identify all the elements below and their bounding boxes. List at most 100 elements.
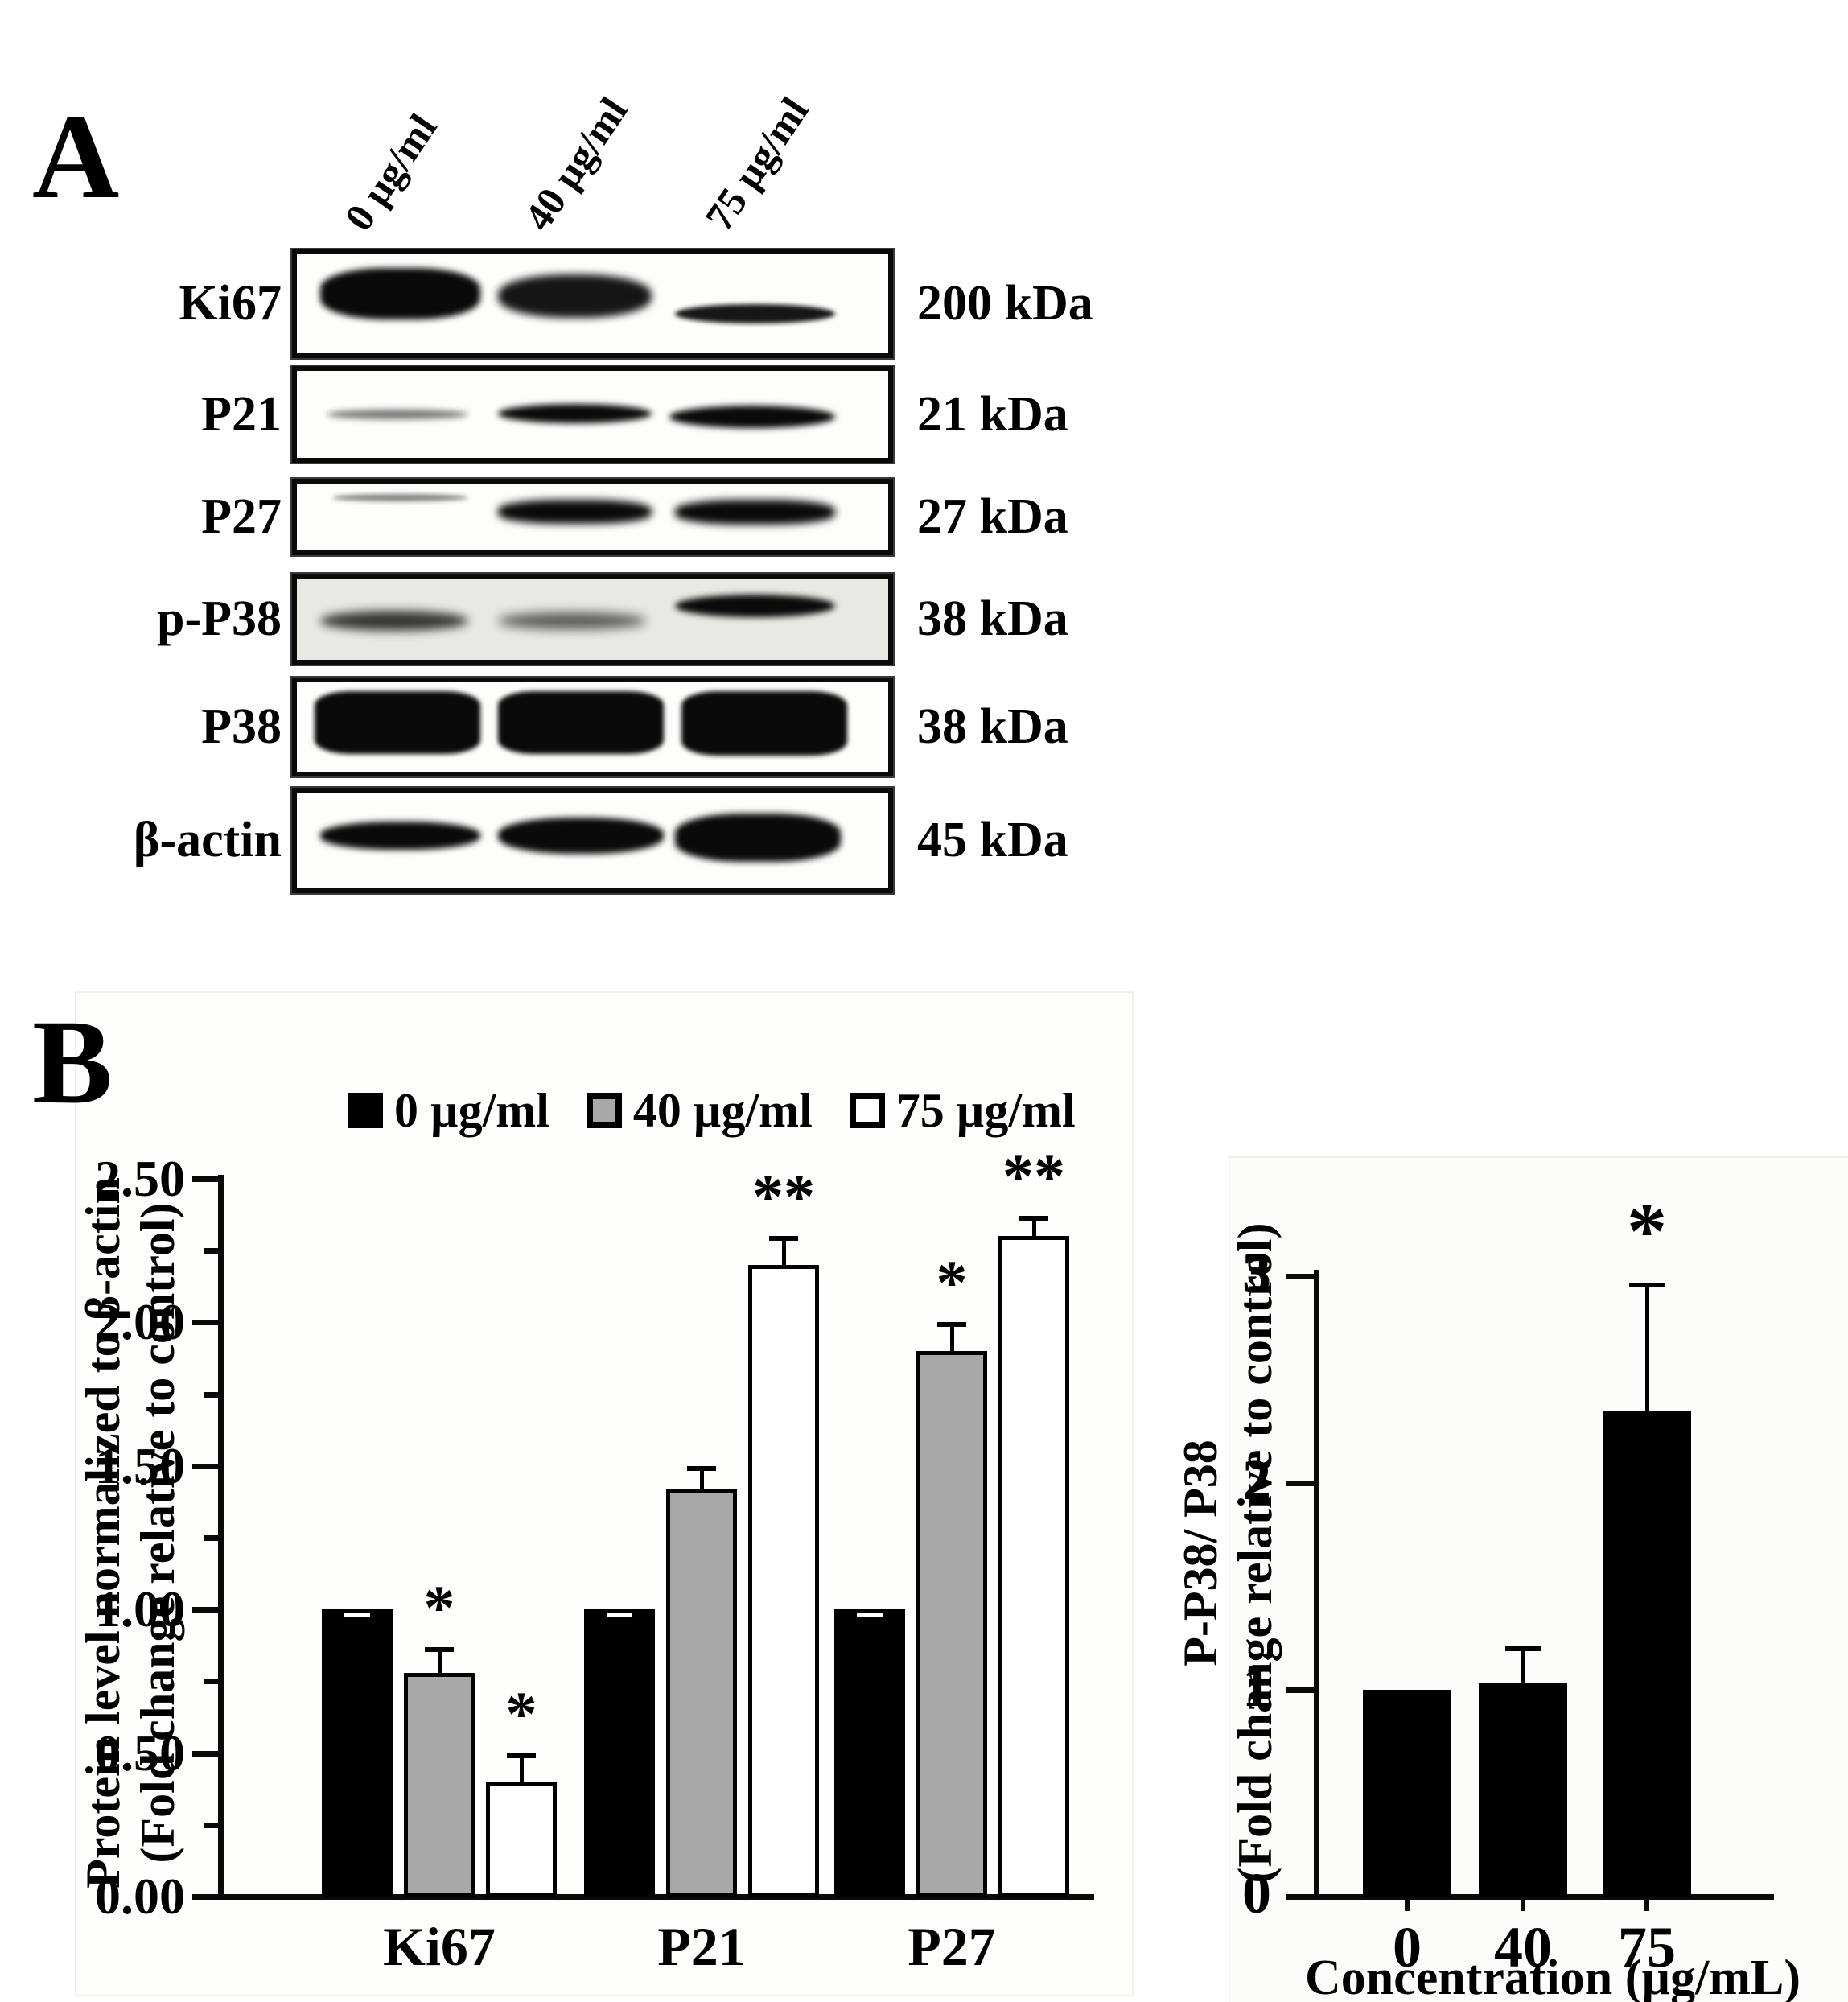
left-chart-minor-tick — [204, 1822, 218, 1828]
blot-band-lane-0 — [315, 691, 480, 754]
left-chart-major-tick — [192, 1176, 218, 1182]
error-bar-cap — [1019, 1216, 1048, 1221]
legend-swatch-icon — [586, 1093, 622, 1128]
left-chart-major-tick — [192, 1463, 218, 1469]
legend-swatch-icon — [849, 1093, 885, 1128]
bar-P21-0 µg/ml — [584, 1609, 655, 1897]
left-chart-ytick-label: 2.00 — [95, 1293, 185, 1351]
right-chart-y-axis — [1314, 1270, 1319, 1899]
left-chart-category-label: P21 — [657, 1916, 746, 1977]
blot-band-lane-2 — [675, 499, 835, 525]
blot-band-lane-0 — [320, 611, 469, 631]
bar-Ki67-75 µg/ml — [486, 1782, 557, 1897]
right-chart-major-tick — [1286, 1687, 1314, 1693]
left-chart-minor-tick — [204, 1248, 218, 1254]
error-bar-cap — [344, 1613, 370, 1618]
left-chart-category-label: P27 — [908, 1916, 996, 1977]
molecular-weight-label: 27 kDa — [917, 489, 1068, 544]
right-chart-xtick-label: 0 — [1393, 1915, 1422, 1979]
bar-P27-0 µg/ml — [834, 1609, 905, 1897]
blot-band-lane-2 — [669, 406, 835, 429]
blot-band-lane-0 — [332, 494, 469, 502]
blot-box-row-2 — [292, 479, 893, 555]
blot-box-row-3 — [292, 574, 893, 665]
significance-label: ** — [1002, 1141, 1065, 1212]
left-chart-x-axis — [218, 1894, 1094, 1900]
blot-band-lane-1 — [497, 817, 664, 855]
left-chart-ytick-label: 2.50 — [95, 1150, 185, 1207]
legend-item-0: 0 µg/ml — [348, 1083, 549, 1139]
bar-dose-0 — [1363, 1690, 1451, 1897]
left-chart-ytick-label: 1.50 — [95, 1436, 185, 1494]
error-bar-cap — [1629, 1282, 1665, 1287]
error-bar-cap — [769, 1236, 798, 1242]
protein-label: p-P38 — [157, 591, 282, 646]
lane-label-0: 0 µg/ml — [335, 105, 446, 239]
bar-P21-75 µg/ml — [748, 1265, 819, 1897]
blot-box-row-4 — [292, 678, 893, 776]
protein-label: P21 — [201, 387, 282, 442]
error-bar-cap — [425, 1646, 454, 1652]
left-chart-y-axis-title-line1: Protein level normalized to β-actin — [76, 1177, 130, 1889]
error-bar-line — [1644, 1282, 1649, 1411]
left-chart-y-axis-title-line2: (Fold change relative to control) — [131, 1202, 184, 1864]
bar-P27-75 µg/ml — [998, 1236, 1069, 1897]
blot-band-lane-0 — [320, 268, 480, 320]
right-chart-ytick-label: 2 — [1242, 1448, 1271, 1512]
left-chart-minor-tick — [204, 1679, 218, 1685]
significance-label: * — [423, 1572, 455, 1642]
left-chart-ytick-label: 1.00 — [95, 1580, 185, 1638]
molecular-weight-label: 38 kDa — [917, 699, 1068, 754]
bar-dose-75 — [1603, 1411, 1691, 1897]
error-bar-line — [1521, 1646, 1525, 1684]
right-chart-ytick-label: 1 — [1242, 1654, 1271, 1719]
legend-item-1: 40 µg/ml — [586, 1083, 813, 1139]
right-chart-xtick — [1405, 1897, 1410, 1911]
legend-label: 75 µg/ml — [895, 1083, 1076, 1137]
panel-b-label: B — [32, 995, 113, 1129]
blot-box-row-0 — [292, 249, 893, 358]
blot-band-lane-1 — [497, 612, 646, 629]
molecular-weight-label: 21 kDa — [917, 387, 1068, 442]
error-bar-cap — [607, 1613, 632, 1618]
blot-band-lane-1 — [497, 691, 664, 754]
blot-band-lane-2 — [675, 595, 835, 618]
dose-legend: 0 µg/ml 40 µg/ml 75 µg/ml — [348, 1080, 1076, 1141]
error-bar-line — [519, 1753, 524, 1782]
error-bar-line — [437, 1646, 442, 1673]
right-chart-xtick-label: 75 — [1618, 1915, 1676, 1979]
blot-band-lane-0 — [326, 409, 469, 420]
protein-label: β-actin — [133, 813, 282, 867]
significance-label: ** — [752, 1161, 815, 1232]
molecular-weight-label: 200 kDa — [917, 276, 1093, 331]
left-chart-major-tick — [192, 1607, 218, 1613]
blot-band-lane-1 — [497, 404, 652, 423]
blot-band-lane-2 — [675, 303, 835, 324]
right-chart-major-tick — [1286, 1481, 1314, 1486]
left-chart-ytick-label: 0.00 — [95, 1868, 185, 1925]
molecular-weight-label: 38 kDa — [917, 591, 1068, 646]
error-bar-line — [699, 1465, 704, 1489]
left-chart-minor-tick — [204, 1391, 218, 1398]
protein-label: P38 — [201, 699, 282, 754]
right-chart-xtick — [1521, 1897, 1525, 1911]
legend-label: 40 µg/ml — [632, 1083, 813, 1137]
left-chart-minor-tick — [204, 1535, 218, 1541]
legend-label: 0 µg/ml — [394, 1083, 549, 1137]
right-chart-major-tick — [1286, 1274, 1314, 1279]
blot-band-lane-1 — [497, 274, 652, 318]
right-chart-ytick-label: 3 — [1242, 1241, 1271, 1305]
significance-label: * — [505, 1678, 537, 1749]
error-bar-line — [1031, 1216, 1036, 1237]
lane-label-2: 75 µg/ml — [696, 89, 817, 239]
panel-a-label: A — [32, 90, 120, 224]
right-chart-major-tick — [1286, 1894, 1314, 1900]
blot-box-row-5 — [292, 788, 893, 893]
blot-band-lane-0 — [320, 821, 480, 851]
blot-box-row-1 — [292, 366, 893, 463]
blot-band-lane-1 — [497, 499, 652, 524]
molecular-weight-label: 45 kDa — [917, 813, 1068, 867]
significance-label: * — [1627, 1185, 1667, 1275]
protein-label: Ki67 — [179, 276, 282, 331]
